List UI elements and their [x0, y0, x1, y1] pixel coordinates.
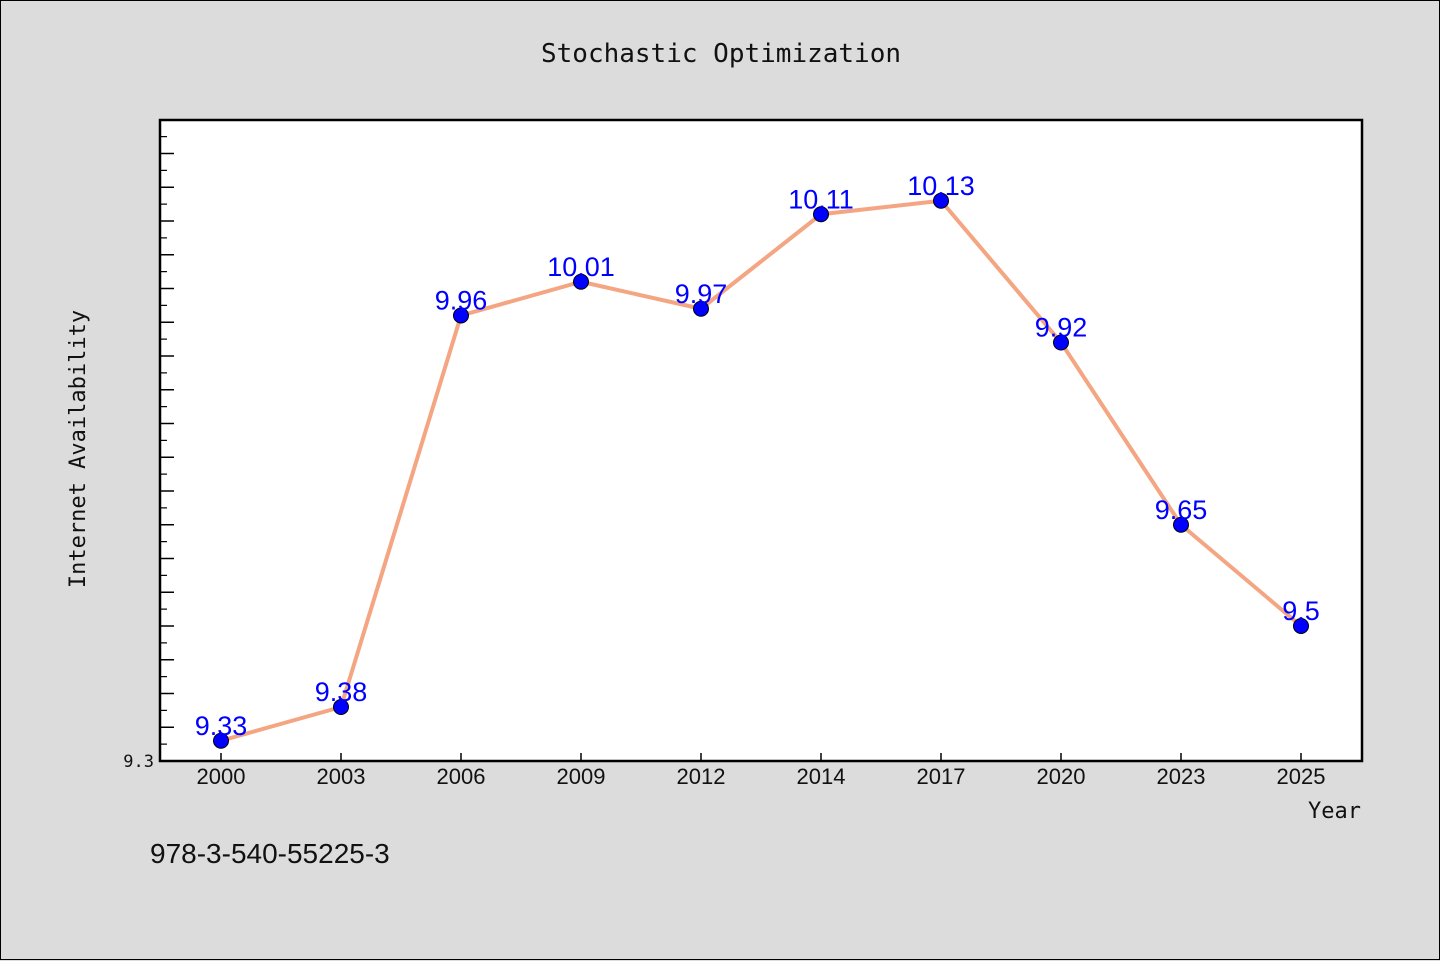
data-label: 9.33 — [195, 711, 248, 741]
x-tick-label: 2025 — [1277, 764, 1326, 789]
x-tick-label: 2003 — [317, 764, 366, 789]
data-point — [333, 699, 349, 715]
data-point — [1293, 618, 1309, 634]
data-point — [1053, 334, 1069, 351]
data-label: 10.11 — [788, 184, 854, 214]
isbn-annotation: 978-3-540-55225-3 — [150, 838, 390, 869]
data-label: 9.5 — [1282, 596, 1320, 626]
x-axis-label: Year — [1308, 799, 1361, 824]
x-tick-label: 2017 — [917, 764, 966, 789]
data-markers — [213, 192, 1309, 749]
y-axis-label: Internet Availability — [66, 310, 91, 588]
data-label: 9.65 — [1155, 495, 1208, 525]
data-label: 10.01 — [547, 252, 615, 282]
x-tick-label: 2012 — [677, 764, 726, 789]
data-point — [1173, 516, 1189, 533]
x-tick-label: 2023 — [1157, 764, 1206, 789]
x-axis-tick-labels: 2000 2003 2006 2009 2012 2014 2017 2020 2023 2025 — [197, 764, 1326, 789]
x-axis-ticks — [220, 753, 1302, 761]
x-tick-label: 2020 — [1037, 764, 1086, 789]
series-line — [220, 198, 1303, 743]
x-tick-label: 2000 — [197, 764, 246, 789]
x-tick-label: 2006 — [437, 764, 486, 789]
plot-area — [158, 118, 1364, 763]
data-point — [573, 273, 589, 290]
data-label: 9.38 — [315, 677, 368, 707]
data-label: 9.96 — [435, 286, 488, 316]
data-label: 9.97 — [675, 279, 728, 309]
data-point — [813, 206, 829, 223]
data-labels: 9.33 9.38 9.96 10.01 9.97 10.11 10.13 9.92 9.65 9… — [195, 171, 1320, 741]
x-tick-label: 2009 — [557, 764, 606, 789]
data-point — [453, 307, 469, 324]
x-tick-label: 2014 — [797, 764, 846, 789]
data-point — [213, 732, 229, 749]
chart-title: Stochastic Optimization — [541, 39, 901, 69]
y-axis-ticks — [160, 136, 174, 762]
data-point — [933, 192, 949, 209]
y-tick-label: 9.3 — [123, 752, 154, 772]
data-label: 10.13 — [907, 171, 975, 201]
data-label: 9.92 — [1035, 313, 1088, 343]
data-point — [693, 300, 709, 317]
y-axis-tick-labels: 9.3 — [123, 752, 154, 772]
